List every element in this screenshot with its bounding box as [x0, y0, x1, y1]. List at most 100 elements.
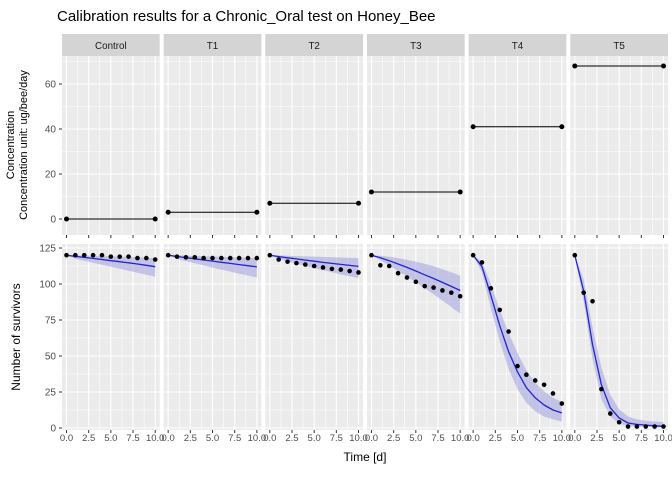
- prediction-line: [66, 254, 156, 268]
- observed-point: [152, 257, 158, 262]
- observed-point: [440, 288, 445, 293]
- x-tick-label: 10.0: [349, 433, 368, 444]
- credible-band: [371, 255, 461, 314]
- x-tick-label: 7.5: [126, 433, 139, 444]
- observed-point: [581, 290, 586, 295]
- x-tick-label: 2.5: [285, 433, 298, 444]
- observed-point: [652, 424, 657, 429]
- observed-point: [404, 275, 410, 280]
- concentration-point: [267, 200, 273, 206]
- concentration-point: [152, 216, 158, 222]
- observed-point: [144, 255, 149, 261]
- x-tick-label: 7.5: [228, 433, 241, 444]
- x-tick-label: 2.5: [590, 433, 603, 444]
- panels-group: Control 0.0 2.5 5.0 7.5 10.0 T1 0.0 2.5 5.0 7.5 10.…: [39, 34, 672, 444]
- facet-strip: [468, 34, 567, 56]
- observed-point: [422, 283, 428, 289]
- x-tick-label: 10.0: [451, 433, 470, 444]
- x-tick-label: 2.5: [489, 433, 502, 444]
- facet-strip: [366, 34, 465, 56]
- concentration-point: [559, 124, 565, 130]
- concentration-point: [661, 63, 666, 69]
- prediction-line: [574, 255, 664, 427]
- observed-point: [625, 424, 631, 429]
- facet-strip-label: Control: [95, 41, 127, 52]
- observed-point: [524, 372, 529, 378]
- x-tick-label: 10.0: [248, 433, 267, 444]
- observed-point: [599, 386, 604, 392]
- y-tick-label: 100: [39, 279, 56, 290]
- observed-point: [276, 257, 281, 262]
- observed-point: [479, 260, 485, 265]
- observed-point: [254, 255, 260, 261]
- observed-point: [90, 252, 96, 258]
- observed-point: [126, 254, 131, 259]
- observed-point: [267, 252, 273, 258]
- observed-point: [607, 411, 613, 416]
- x-tick-label: 2.5: [82, 433, 95, 444]
- x-tick-label: 7.5: [533, 433, 546, 444]
- observed-point: [347, 268, 352, 274]
- observed-point: [643, 424, 649, 429]
- facet-strip-label: T5: [613, 41, 625, 52]
- y-tick-label: 0: [50, 214, 56, 225]
- observed-point: [506, 329, 511, 334]
- observed-point: [634, 424, 640, 429]
- prediction-line: [371, 254, 461, 292]
- observed-point: [245, 255, 251, 261]
- x-tick-label: 5.0: [511, 433, 524, 444]
- observed-point: [431, 285, 436, 290]
- concentration-point: [165, 209, 171, 215]
- concentration-point: [254, 209, 260, 215]
- x-tick-label: 0.0: [162, 433, 175, 444]
- y-tick-label: 75: [45, 315, 57, 326]
- prediction-line: [168, 254, 257, 268]
- observed-point: [470, 252, 476, 258]
- x-tick-label: 2.5: [184, 433, 197, 444]
- observed-point: [227, 255, 233, 261]
- observed-point: [192, 255, 198, 260]
- y-axis-title-bottom: Number of survivors: [9, 283, 23, 390]
- chart-title: Calibration results for a Chronic_Oral t…: [57, 8, 436, 25]
- x-tick-label: 5.0: [613, 433, 626, 444]
- prediction-line: [269, 254, 359, 268]
- observed-point: [590, 298, 595, 304]
- observed-point: [559, 401, 565, 406]
- observed-point: [311, 263, 317, 269]
- x-tick-label: 5.0: [409, 433, 422, 444]
- observed-point: [294, 260, 299, 266]
- observed-point: [356, 270, 361, 275]
- x-tick-label: 0.0: [467, 433, 480, 444]
- x-tick-label: 10.0: [654, 433, 672, 444]
- observed-point: [210, 255, 215, 261]
- facet-strip-label: T1: [207, 41, 218, 52]
- observed-point: [303, 262, 308, 267]
- observed-point: [413, 279, 419, 285]
- observed-point: [395, 270, 401, 276]
- observed-point: [449, 290, 454, 295]
- x-tick-label: 5.0: [308, 433, 321, 444]
- observed-point: [661, 424, 666, 429]
- facet-strip: [570, 34, 668, 56]
- observed-point: [81, 252, 87, 258]
- facet-strip-label: T2: [308, 41, 319, 52]
- observed-point: [320, 265, 326, 270]
- concentration-point: [368, 189, 374, 195]
- credible-band: [168, 255, 257, 278]
- y-tick-label: 60: [45, 79, 57, 90]
- concentration-point: [572, 63, 578, 69]
- x-tick-label: 2.5: [387, 433, 400, 444]
- observed-point: [532, 378, 538, 383]
- facet-strip: [265, 34, 364, 56]
- observed-point: [183, 255, 189, 260]
- x-tick-label: 7.5: [431, 433, 444, 444]
- x-axis-title: Time [d]: [344, 450, 387, 464]
- credible-band: [473, 255, 562, 422]
- x-tick-label: 0.0: [263, 433, 276, 444]
- credible-band: [66, 255, 156, 277]
- observed-point: [550, 391, 556, 396]
- x-tick-label: 5.0: [104, 433, 117, 444]
- concentration-point: [64, 216, 69, 222]
- observed-point: [488, 286, 494, 291]
